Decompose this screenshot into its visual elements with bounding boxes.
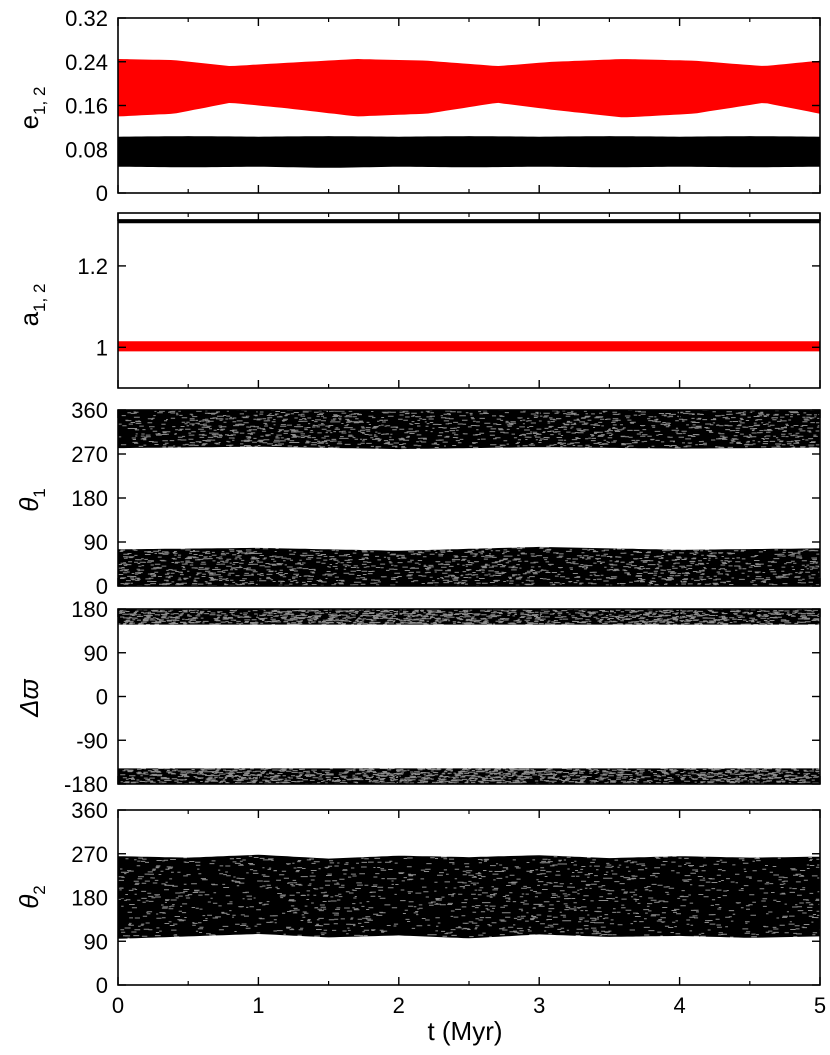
- x-tick-label: 1: [252, 993, 264, 1018]
- data-layer: [118, 410, 820, 586]
- x-tick-label: 2: [393, 993, 405, 1018]
- series-band-1: [118, 854, 820, 939]
- y-tick-label: 180: [71, 597, 108, 622]
- x-tick-label: 4: [673, 993, 685, 1018]
- panel-3: 0 90 180 270 360 θ1: [14, 398, 821, 599]
- y-tick-label: 0: [96, 574, 108, 599]
- y-axis-label: θ2: [14, 885, 49, 909]
- y-tick-label: 0.16: [65, 94, 108, 119]
- y-tick-label: -180: [64, 772, 108, 797]
- data-layer: [118, 59, 820, 168]
- x-tick-label: 0: [112, 993, 124, 1018]
- data-layer: [118, 854, 820, 939]
- y-tick-label: 0.08: [65, 137, 108, 162]
- y-axis-label: a1, 2: [14, 284, 49, 327]
- y-tick-label: 270: [71, 442, 108, 467]
- data-layer: [118, 609, 820, 784]
- x-axis-label: t (Myr): [427, 1016, 502, 1046]
- panel-frame: [117, 608, 821, 785]
- y-tick-label: 180: [71, 486, 108, 511]
- series-band-1: [118, 136, 820, 168]
- data-layer: [118, 219, 820, 352]
- series-band-2: [118, 59, 820, 118]
- x-tick-label: 3: [533, 993, 545, 1018]
- series-texture-1: [118, 855, 820, 939]
- series-texture-2: [118, 410, 820, 449]
- panel-1: 0 0.08 0.16 0.24 0.32 e1, 2: [14, 6, 821, 206]
- y-axis-label: θ1: [14, 488, 49, 512]
- series-band-2: [118, 410, 820, 450]
- y-axis-label: Δϖ: [14, 678, 44, 717]
- y-tick-label: 0.24: [65, 50, 108, 75]
- series-band-1: [118, 219, 820, 224]
- panel-5: 0 90 180 270 360 0 1 2 3 4 5 t (Myr) θ2: [14, 798, 826, 1046]
- panel-frame: [117, 212, 821, 389]
- y-tick-label: 90: [84, 530, 108, 555]
- series-band-1: [118, 546, 820, 586]
- y-tick-label: 360: [71, 398, 108, 423]
- panel-4: -180 -90 0 90 180 Δϖ: [14, 597, 821, 797]
- x-tick-label: 5: [814, 993, 826, 1018]
- y-tick-label: 90: [84, 929, 108, 954]
- y-tick-label: 0: [96, 181, 108, 206]
- y-tick-label: 0.32: [65, 6, 108, 31]
- y-tick-label: 90: [84, 641, 108, 666]
- y-tick-label: 0: [96, 973, 108, 998]
- y-tick-label: 180: [71, 886, 108, 911]
- panel-2: 1 1.2 a1, 2: [14, 212, 821, 389]
- series-texture-1: [118, 546, 820, 586]
- series-band-2: [118, 341, 820, 352]
- y-tick-label: 360: [71, 798, 108, 823]
- y-tick-label: 1.2: [77, 254, 108, 279]
- y-tick-label: 270: [71, 842, 108, 867]
- y-tick-label: 0: [96, 685, 108, 710]
- y-tick-label: 1: [96, 335, 108, 360]
- y-axis-label: e1, 2: [14, 87, 49, 130]
- y-tick-label: -90: [76, 728, 108, 753]
- series-texture-2: [120, 768, 820, 784]
